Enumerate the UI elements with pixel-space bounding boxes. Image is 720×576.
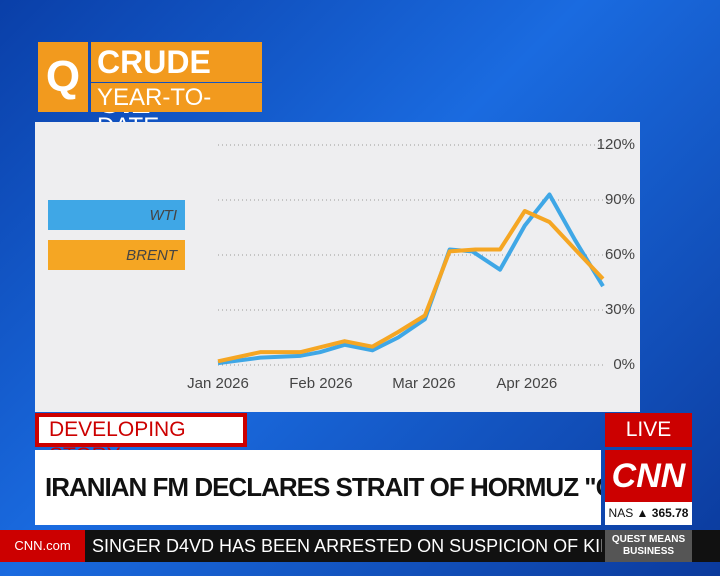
chart-title: CRUDE OIL [91, 42, 262, 120]
story-tag: DEVELOPING STORY [35, 413, 247, 467]
legend-swatch [48, 200, 185, 230]
ticker-text: SINGER D4VD HAS BEEN ARRESTED ON SUSPICI… [92, 536, 602, 556]
data-line [217, 209, 605, 364]
data-line [217, 192, 605, 366]
index-name: NAS [608, 506, 634, 520]
y-tick-label: 120% [597, 136, 635, 153]
headline: IRANIAN FM DECLARES STRAIT OF HORMUZ "CO… [35, 450, 601, 525]
x-tick-label: Apr 2026 [496, 375, 557, 392]
legend-label: WTI [150, 207, 178, 224]
show-logo: Q [38, 42, 88, 112]
y-tick-label: 60% [605, 246, 635, 263]
index-value: 365.78 [651, 506, 689, 520]
legend-label: BRENT [126, 247, 179, 264]
market-index: NAS ▲ 365.78 [605, 502, 692, 525]
y-tick-label: 90% [605, 191, 635, 208]
x-tick-label: Jan 2026 [187, 375, 249, 392]
live-badge: LIVE [605, 413, 692, 447]
chart-panel: 0% 30% 60% 90% 120% Jan 2026 Feb 2026 Mar 2026 A… [35, 122, 640, 412]
chart-subtitle: YEAR-TO-DATE [91, 83, 262, 140]
site-logo: CNN.com [0, 530, 85, 562]
x-tick-label: Feb 2026 [289, 375, 352, 392]
network-logo: CNN [605, 450, 692, 502]
show-name: QUEST MEANS BUSINESS [605, 530, 692, 562]
ticker-bar [0, 530, 720, 562]
legend-swatch [48, 240, 185, 270]
y-tick-label: 0% [613, 356, 635, 373]
y-tick-label: 30% [605, 301, 635, 318]
chart: 0% 30% 60% 90% 120% Jan 2026 Feb 2026 Mar 2026 A… [48, 136, 635, 392]
x-tick-label: Mar 2026 [392, 375, 455, 392]
